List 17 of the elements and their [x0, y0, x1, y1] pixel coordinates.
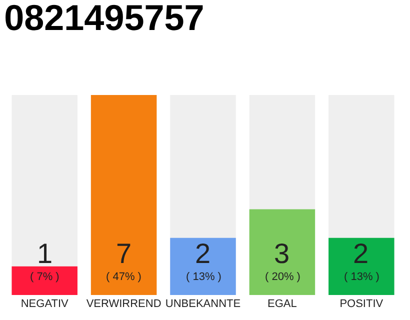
x-tick-label: NEGATIV [20, 298, 69, 310]
data-label: 2 [195, 238, 211, 269]
x-tick-label: VERWIRREND [86, 298, 162, 310]
data-label: 7 [116, 238, 132, 269]
data-label: 2 [353, 238, 369, 269]
x-tick-label: UNBEKANNTE [165, 298, 241, 310]
chart-title: 0821495757 [4, 0, 204, 38]
annotation: ( 7% ) [30, 271, 60, 283]
data-label: 1 [37, 238, 53, 269]
data-label: 3 [274, 238, 290, 269]
x-tick-label: EGAL [268, 298, 297, 310]
x-tick-label: POSITIV [340, 298, 384, 310]
bar [12, 266, 78, 295]
annotation: ( 13% ) [344, 271, 380, 283]
annotation: ( 13% ) [186, 271, 222, 283]
annotation: ( 47% ) [106, 271, 142, 283]
annotation: ( 20% ) [265, 271, 300, 283]
